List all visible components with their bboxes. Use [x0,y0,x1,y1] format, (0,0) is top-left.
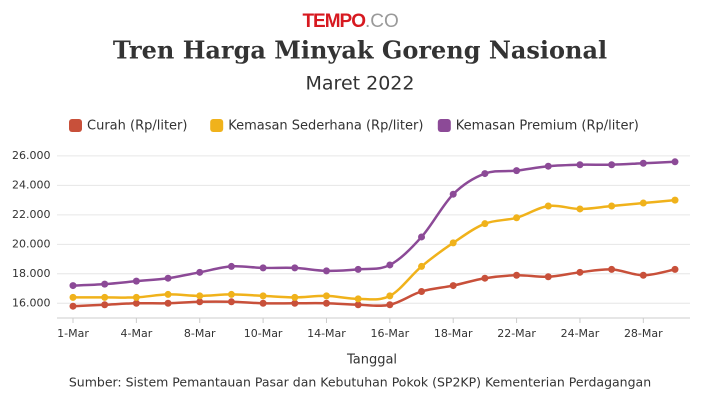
data-point [227,298,235,306]
data-point [544,162,552,170]
x-tick-label: 28-Mar [624,327,663,340]
x-tick-label: 24-Mar [561,327,600,340]
data-point [259,299,267,307]
x-tick-label: 10-Mar [244,327,283,340]
legend-label: Kemasan Premium (Rp/liter) [456,119,639,134]
data-point [449,282,457,290]
y-tick-label: 26.000 [12,149,51,162]
chart-subtitle: Maret 2022 [306,73,415,95]
data-point [576,161,584,169]
data-point [291,299,299,307]
brand-name: TEMPO [302,11,365,32]
data-point [671,196,679,204]
x-tick-label: 8-Mar [184,327,216,340]
data-point [481,220,489,228]
data-point [101,293,109,301]
data-point [608,202,616,210]
source: Sumber: Sistem Pemantauan Pasar dan Kebu… [69,375,651,390]
data-point [322,299,330,307]
legend-swatch [69,119,82,132]
data-point [386,301,394,309]
x-tick-label: 1-Mar [57,327,89,340]
x-axis-title: Tanggal [346,353,397,368]
data-point [291,293,299,301]
y-tick-label: 16.000 [12,296,51,309]
data-point [164,299,172,307]
data-point [449,190,457,198]
legend-swatch [437,119,451,132]
y-tick-label: 18.000 [12,267,51,280]
series-line [72,160,676,287]
data-point [164,290,172,298]
data-point [132,299,140,307]
y-tick-label: 20.000 [12,237,51,250]
data-point [544,273,552,281]
data-point [513,271,521,279]
data-point [639,199,647,207]
data-point [259,292,267,300]
data-point [639,159,647,167]
data-point [418,233,426,241]
data-point [354,265,362,273]
data-point [608,161,616,169]
x-tick-label: 22-Mar [497,327,536,340]
data-point [196,298,204,306]
x-tick-label: 18-Mar [434,327,473,340]
x-tick-label: 14-Mar [307,327,346,340]
data-point [481,170,489,178]
legend-label: Curah (Rp/liter) [87,119,187,134]
data-point [608,265,616,273]
data-point [227,290,235,298]
data-point [322,292,330,300]
data-point [101,301,109,309]
data-point [354,295,362,303]
data-point [227,262,235,270]
legend-label: Kemasan Sederhana (Rp/liter) [228,119,423,134]
data-point [513,167,521,175]
data-point [69,282,77,290]
data-point [513,214,521,222]
series-line [72,268,676,308]
data-point [671,265,679,273]
y-tick-label: 24.000 [12,178,51,191]
data-point [259,264,267,272]
data-point [354,301,362,309]
data-point [386,261,394,269]
data-point [291,264,299,272]
chart-title: Tren Harga Minyak Goreng Nasional [113,36,607,65]
data-point [418,287,426,295]
data-point [544,202,552,210]
data-point [196,268,204,276]
x-tick-label: 4-Mar [121,327,153,340]
data-point [196,292,204,300]
legend-swatch [210,119,224,132]
data-point [481,274,489,282]
data-point [386,292,394,300]
data-point [322,267,330,275]
data-point [132,293,140,301]
data-point [69,293,77,301]
x-tick-label: 16-Mar [370,327,409,340]
data-point [449,239,457,247]
data-point [576,268,584,276]
data-point [101,280,109,288]
data-point [671,158,679,166]
data-point [639,271,647,279]
brand-suffix: .CO [365,11,399,32]
data-point [576,205,584,213]
data-point [69,302,77,310]
data-point [418,262,426,270]
data-point [164,274,172,282]
y-tick-label: 22.000 [12,208,51,221]
data-point [132,277,140,285]
